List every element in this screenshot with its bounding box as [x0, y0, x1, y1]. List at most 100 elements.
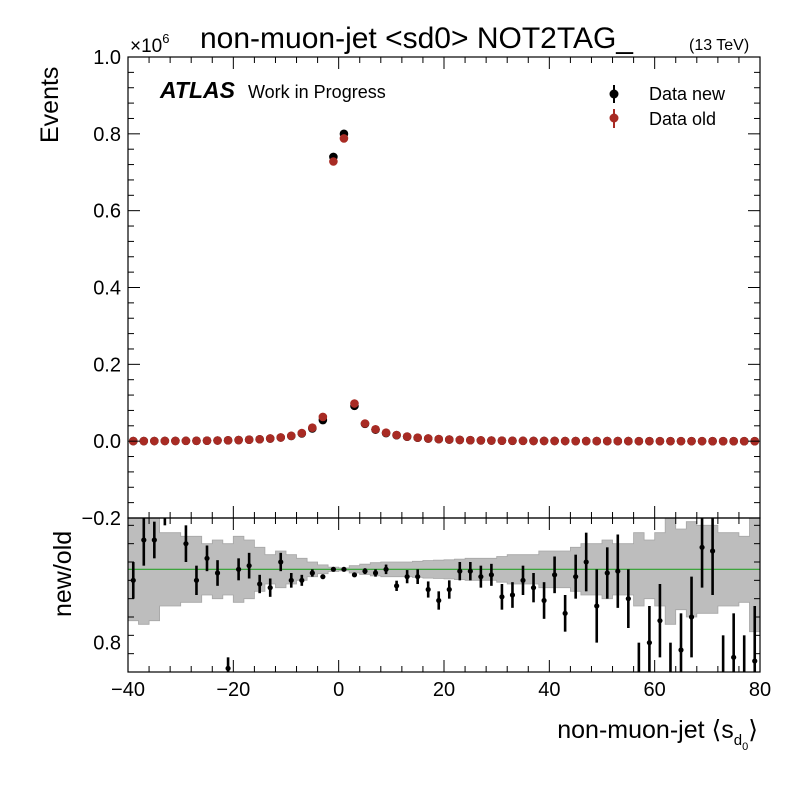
- ratio-point: [362, 568, 368, 575]
- data-old-point: [476, 436, 486, 445]
- ratio-point: [562, 595, 568, 632]
- ratio-marker: [625, 596, 631, 602]
- ratio-point: [604, 547, 610, 599]
- data-old-point: [729, 436, 738, 446]
- ratio-point: [246, 552, 252, 579]
- ratio-point: [351, 572, 358, 578]
- data-old-point: [402, 432, 412, 441]
- ratio-panel-frame: [127, 517, 761, 673]
- ratio-point: [204, 545, 210, 572]
- ratio-marker: [151, 537, 157, 543]
- data-old-point: [286, 431, 296, 441]
- ratio-point: [678, 613, 684, 672]
- data-old-point: [718, 436, 728, 446]
- ratio-marker: [267, 585, 273, 591]
- data-old-point: [139, 436, 149, 446]
- ratio-point: [299, 574, 305, 586]
- ratio-marker: [604, 570, 610, 576]
- ratio-marker: [562, 610, 568, 616]
- data-old-point: [350, 399, 359, 408]
- top-y-tick-label: −0.2: [82, 508, 121, 530]
- ratio-marker: [699, 544, 705, 550]
- data-old-point: [265, 434, 275, 443]
- ratio-point: [141, 518, 147, 566]
- data-old-point: [339, 134, 349, 143]
- ratio-marker: [257, 581, 263, 587]
- data-old-point: [497, 436, 507, 445]
- data-old-point: [571, 436, 580, 446]
- ratio-marker: [425, 586, 431, 593]
- top-y-tick-label: 0.8: [93, 124, 121, 146]
- data-old-point: [676, 436, 686, 446]
- ratio-marker: [193, 577, 200, 583]
- ratio-marker: [415, 574, 421, 580]
- ratio-marker: [552, 572, 558, 578]
- data-old-point: [392, 430, 401, 440]
- data-old-point: [666, 436, 675, 446]
- ratio-marker: [394, 583, 400, 589]
- data-old-point: [423, 434, 433, 443]
- status-label: Work in Progress: [248, 82, 386, 102]
- x-axis-label-subsub: 0: [742, 741, 748, 753]
- data-old-point: [687, 436, 696, 446]
- ratio-marker: [183, 541, 189, 547]
- axis-ticks: [127, 56, 761, 673]
- uncertainty-band-area: [127, 517, 761, 633]
- y-multiplier-exponent: 6: [162, 31, 169, 46]
- ratio-marker: [278, 559, 284, 565]
- ratio-marker: [509, 592, 516, 598]
- ratio-point: [193, 565, 200, 595]
- data-old-point: [455, 435, 465, 445]
- ratio-point: [257, 574, 263, 594]
- ratio-point: [625, 569, 631, 628]
- ratio-point: [341, 566, 347, 572]
- data-old-point: [592, 436, 602, 446]
- ratio-point: [657, 584, 663, 658]
- axis-tick-labels: −40 −20 0 20 40 60 80 0.0 0.2 0.4 0.6 0.8 1.0 −0.2 0.8: [82, 47, 772, 701]
- ratio-marker: [530, 585, 537, 591]
- ratio-points: [130, 518, 758, 672]
- main-points: [128, 129, 760, 446]
- ratio-uncertainty-band: [127, 517, 761, 633]
- data-old-point: [539, 436, 549, 446]
- top-y-tick-label: 0.0: [93, 431, 121, 453]
- top-y-tick-label: 0.4: [93, 278, 121, 300]
- ratio-point: [509, 582, 516, 608]
- ratio-marker: [478, 574, 484, 580]
- legend: Data new Data old: [609, 84, 726, 129]
- chart-title: non-muon-jet <sd0> NOT2TAG_: [200, 22, 634, 55]
- ratio-marker: [351, 572, 358, 578]
- ratio-marker: [214, 570, 221, 576]
- ratio-marker: [362, 568, 368, 574]
- ratio-point: [520, 565, 526, 595]
- ratio-point: [415, 569, 421, 584]
- data-old-point: [371, 424, 380, 434]
- x-tick-label: −20: [216, 679, 250, 701]
- data-old-point: [613, 436, 623, 446]
- data-old-point: [329, 157, 338, 166]
- data-old-point: [444, 435, 454, 444]
- ratio-point: [541, 582, 547, 619]
- ratio-marker: [646, 640, 653, 646]
- ratio-marker: [330, 566, 336, 572]
- x-tick-label: 40: [538, 679, 560, 701]
- ratio-point: [688, 576, 695, 658]
- ratio-marker: [320, 574, 326, 580]
- ratio-point: [699, 518, 705, 588]
- data-old-point: [223, 436, 233, 445]
- data-old-point: [413, 433, 422, 442]
- ratio-marker: [246, 563, 252, 569]
- ratio-marker: [731, 654, 737, 660]
- top-y-tick-label: 0.2: [93, 354, 121, 376]
- ratio-marker: [341, 566, 347, 572]
- ratio-marker: [204, 555, 210, 561]
- ratio-point: [552, 556, 558, 594]
- ratio-marker: [457, 568, 463, 574]
- x-tick-label: −40: [111, 679, 145, 701]
- ratio-point: [731, 613, 737, 672]
- ratio-point: [278, 552, 284, 572]
- data-old-point: [518, 436, 528, 446]
- data-old-point: [624, 436, 633, 446]
- ratio-point: [478, 565, 484, 588]
- data-old-point: [434, 434, 444, 444]
